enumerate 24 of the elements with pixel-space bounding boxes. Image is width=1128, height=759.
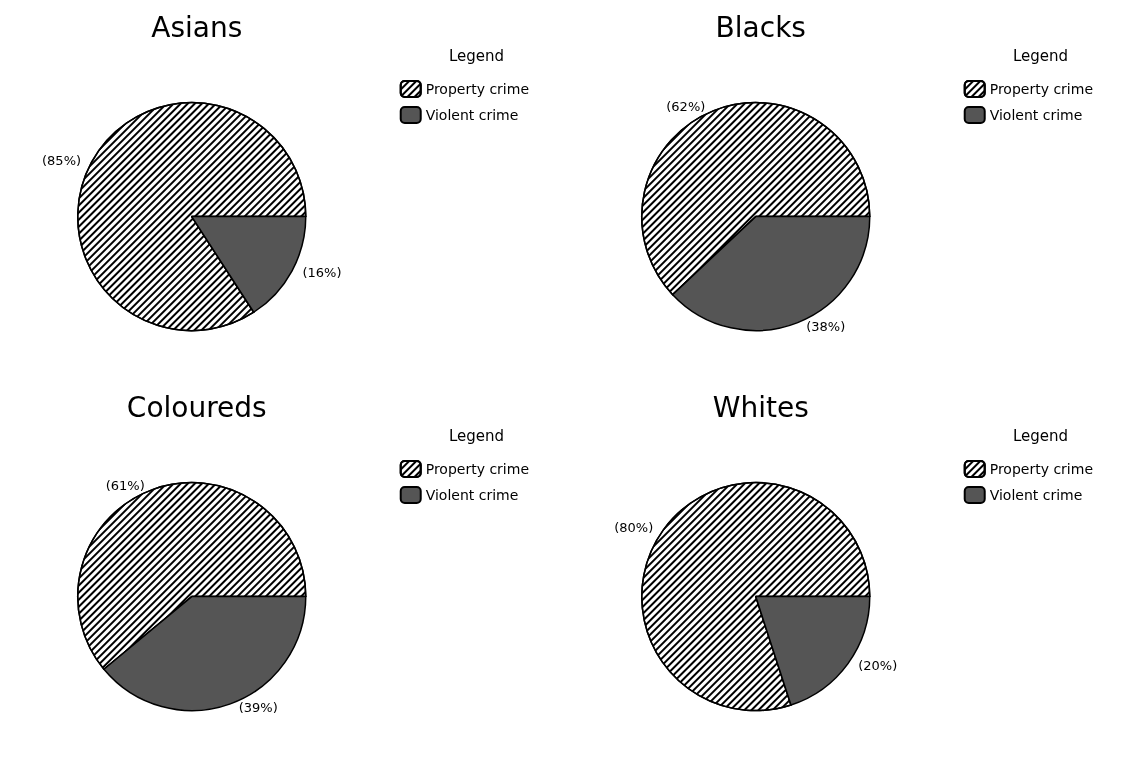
legend-label: Property crime — [989, 461, 1094, 477]
chart-title: Blacks — [715, 10, 806, 44]
chart-title: Whites — [712, 390, 809, 424]
legend-label: Property crime — [425, 461, 530, 477]
legend-title: Legend — [1012, 426, 1069, 445]
data-label: (62%) — [666, 99, 706, 115]
data-label: (16%) — [302, 265, 342, 281]
data-label: (38%) — [806, 318, 846, 334]
legend-label: Violent crime — [425, 487, 519, 503]
chart-title: Asians — [151, 10, 243, 44]
chart-title: Coloureds — [126, 390, 267, 424]
legend-title: Legend — [1012, 46, 1069, 65]
legend-label: Violent crime — [989, 487, 1083, 503]
legend-title: Legend — [448, 46, 505, 65]
data-label: (61%) — [105, 478, 145, 494]
legend-title: Legend — [448, 426, 505, 445]
legend-label: Violent crime — [425, 107, 519, 123]
data-label: (80%) — [614, 519, 654, 535]
data-label: (20%) — [858, 658, 898, 674]
legend-label: Property crime — [425, 81, 530, 97]
data-label: (85%) — [42, 152, 82, 168]
legend-label: Property crime — [989, 81, 1094, 97]
data-label: (39%) — [238, 700, 278, 716]
legend-label: Violent crime — [989, 107, 1083, 123]
